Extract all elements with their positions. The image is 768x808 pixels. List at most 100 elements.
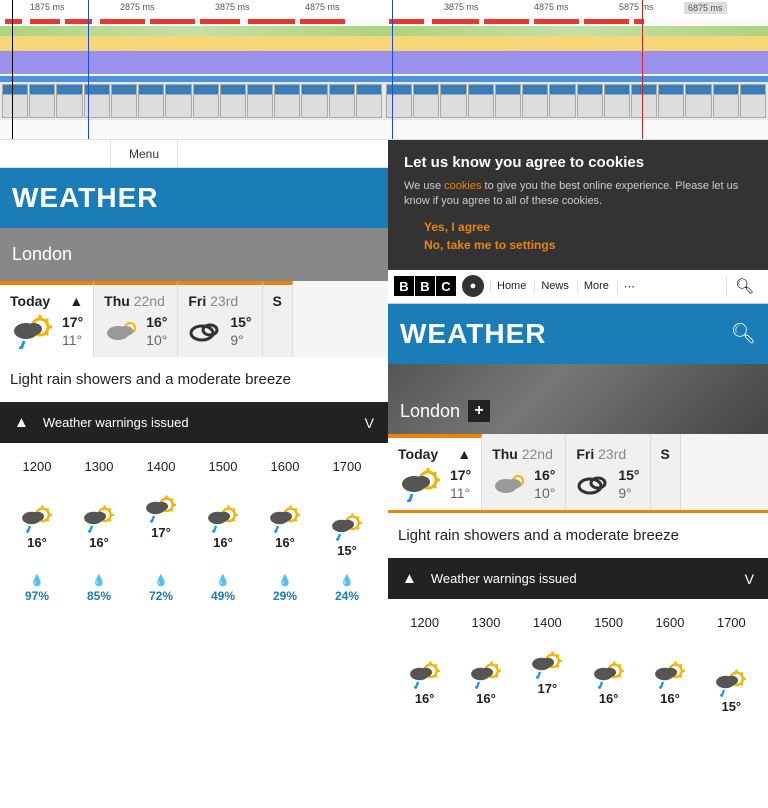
hour-cell: 16°	[192, 503, 254, 550]
hour-cell: 16°	[6, 503, 68, 550]
hour-time: 1600	[639, 609, 700, 636]
timeline-cursor	[642, 0, 643, 139]
weather-icon	[652, 659, 688, 689]
ruler-tick: 5875 ms	[619, 2, 654, 12]
hour-time: 1500	[192, 453, 254, 480]
raindrop-icon: 💧	[192, 574, 254, 587]
account-icon[interactable]: ●	[462, 275, 484, 297]
location-hero: London +	[388, 364, 768, 434]
hourly-icons: 16°16°17°16°16°15°	[394, 652, 762, 706]
hour-time: 1200	[6, 453, 68, 480]
cookie-agree[interactable]: Yes, I agree	[424, 220, 752, 234]
warning-icon: ▲	[14, 414, 29, 431]
nav-dots[interactable]: ⋯	[617, 280, 641, 293]
warnings-label: Weather warnings issued	[431, 571, 577, 586]
temp-high: 16°	[534, 466, 555, 484]
hourly-forecast[interactable]: 120013001400150016001700 16°16°17°16°16°…	[388, 599, 768, 722]
temp-low: 9°	[618, 484, 639, 502]
hourly-forecast[interactable]: 120013001400150016001700 16°16°17°16°16°…	[0, 443, 388, 613]
warning-icon: ▲	[457, 446, 471, 462]
hour-time: 1700	[316, 453, 378, 480]
warnings-bar[interactable]: ▲ Weather warnings issued V	[0, 402, 388, 443]
day-tab[interactable]: S	[651, 434, 681, 510]
cookies-link[interactable]: cookies	[444, 180, 481, 192]
day-tab[interactable]: S	[263, 281, 293, 357]
menu-button[interactable]: Menu	[110, 140, 178, 167]
weather-icon	[398, 466, 444, 502]
bbc-nav: B B C ● Home News More ⋯ 🔍︎	[388, 270, 768, 304]
weather-icon	[81, 503, 117, 533]
day-tab[interactable]: Thu 22nd 16°10°	[482, 434, 566, 510]
hourly-icons: 16°16°17°16°16°15°	[6, 496, 382, 550]
hour-temp: 16°	[415, 691, 435, 706]
raindrop-icon: 💧	[130, 574, 192, 587]
hour-time: 1300	[68, 453, 130, 480]
add-location-icon[interactable]: +	[468, 400, 490, 422]
ruler-tick: 3875 ms	[215, 2, 250, 12]
hour-cell: 16°	[68, 503, 130, 550]
hourly-times: 120013001400150016001700	[394, 609, 762, 636]
timeline-markers	[0, 18, 384, 26]
weather-icon	[10, 313, 56, 349]
weather-icon	[188, 318, 224, 344]
day-strip[interactable]: Today ▲ 17°11°Thu 22nd 16°10°Fri 23rd 15…	[0, 281, 388, 357]
ruler-tick: 6875 ms	[684, 2, 727, 14]
search-icon[interactable]: 🔍︎	[726, 277, 762, 295]
hour-time: 1400	[517, 609, 578, 636]
nav-more[interactable]: More	[577, 280, 615, 292]
timeline-cpu	[0, 26, 384, 36]
hour-temp: 15°	[721, 699, 741, 714]
hour-cell: 15°	[701, 667, 762, 714]
day-label: Thu 22nd	[492, 446, 555, 462]
search-icon[interactable]: 🔍︎	[731, 321, 756, 346]
day-label: Fri 23rd	[188, 293, 251, 309]
hour-temp: 15°	[337, 543, 357, 558]
day-label: Thu 22nd	[104, 293, 167, 309]
hour-temp: 16°	[27, 535, 47, 550]
day-tab[interactable]: Today ▲ 17°11°	[388, 434, 482, 510]
hour-temp: 16°	[89, 535, 109, 550]
day-tab[interactable]: Fri 23rd 15°9°	[566, 434, 650, 510]
nav-home[interactable]: Home	[490, 280, 532, 292]
timeline-filmstrip[interactable]	[384, 82, 768, 120]
forecast-summary: Light rain showers and a moderate breeze	[0, 357, 388, 402]
timeline-filmstrip[interactable]	[0, 82, 384, 120]
hour-temp: 16°	[660, 691, 680, 706]
hour-cell: 16°	[639, 659, 700, 706]
hour-cell: 16°	[394, 659, 455, 706]
day-label: Fri 23rd	[576, 446, 639, 462]
temp-low: 11°	[450, 484, 471, 502]
bbc-logo[interactable]: B B C	[394, 276, 456, 296]
weather-icon	[468, 659, 504, 689]
timeline-right: 3875 ms 4875 ms 5875 ms 6875 ms	[384, 0, 768, 139]
weather-header: WEATHER 🔍︎	[388, 304, 768, 364]
weather-icon	[205, 503, 241, 533]
hourly-precip: 💧97%💧85%💧72%💧49%💧29%💧24%	[6, 574, 382, 603]
timeline-heap	[384, 36, 768, 74]
day-strip[interactable]: Today ▲ 17°11°Thu 22nd 16°10°Fri 23rd 15…	[388, 434, 768, 513]
weather-title: WEATHER	[400, 318, 546, 350]
location-bar[interactable]: London	[0, 228, 388, 281]
day-tab[interactable]: Thu 22nd 16°10°	[94, 281, 178, 357]
hour-temp: 16°	[275, 535, 295, 550]
cookie-settings[interactable]: No, take me to settings	[424, 238, 752, 252]
timeline-heap	[0, 36, 384, 74]
location-name: London	[400, 401, 460, 422]
forecast-summary: Light rain showers and a moderate breeze	[388, 513, 768, 558]
day-tab[interactable]: Fri 23rd 15°9°	[178, 281, 262, 357]
nav-news[interactable]: News	[534, 280, 575, 292]
day-tab[interactable]: Today ▲ 17°11°	[0, 281, 94, 357]
devtools-timeline[interactable]: 1875 ms 2875 ms 3875 ms 4875 ms 3875 ms …	[0, 0, 768, 140]
temp-high: 17°	[62, 313, 83, 331]
app-menubar: Menu	[0, 140, 388, 168]
hour-time: 1400	[130, 453, 192, 480]
weather-icon	[329, 511, 365, 541]
timeline-cursor	[392, 0, 393, 139]
hour-precip: 💧97%	[6, 574, 68, 603]
weather-header: WEATHER	[0, 168, 388, 228]
hourly-times: 120013001400150016001700	[6, 453, 382, 480]
warning-icon: ▲	[402, 570, 417, 587]
hour-cell: 17°	[130, 493, 192, 540]
temp-high: 15°	[230, 313, 251, 331]
warnings-bar[interactable]: ▲ Weather warnings issued V	[388, 558, 768, 599]
